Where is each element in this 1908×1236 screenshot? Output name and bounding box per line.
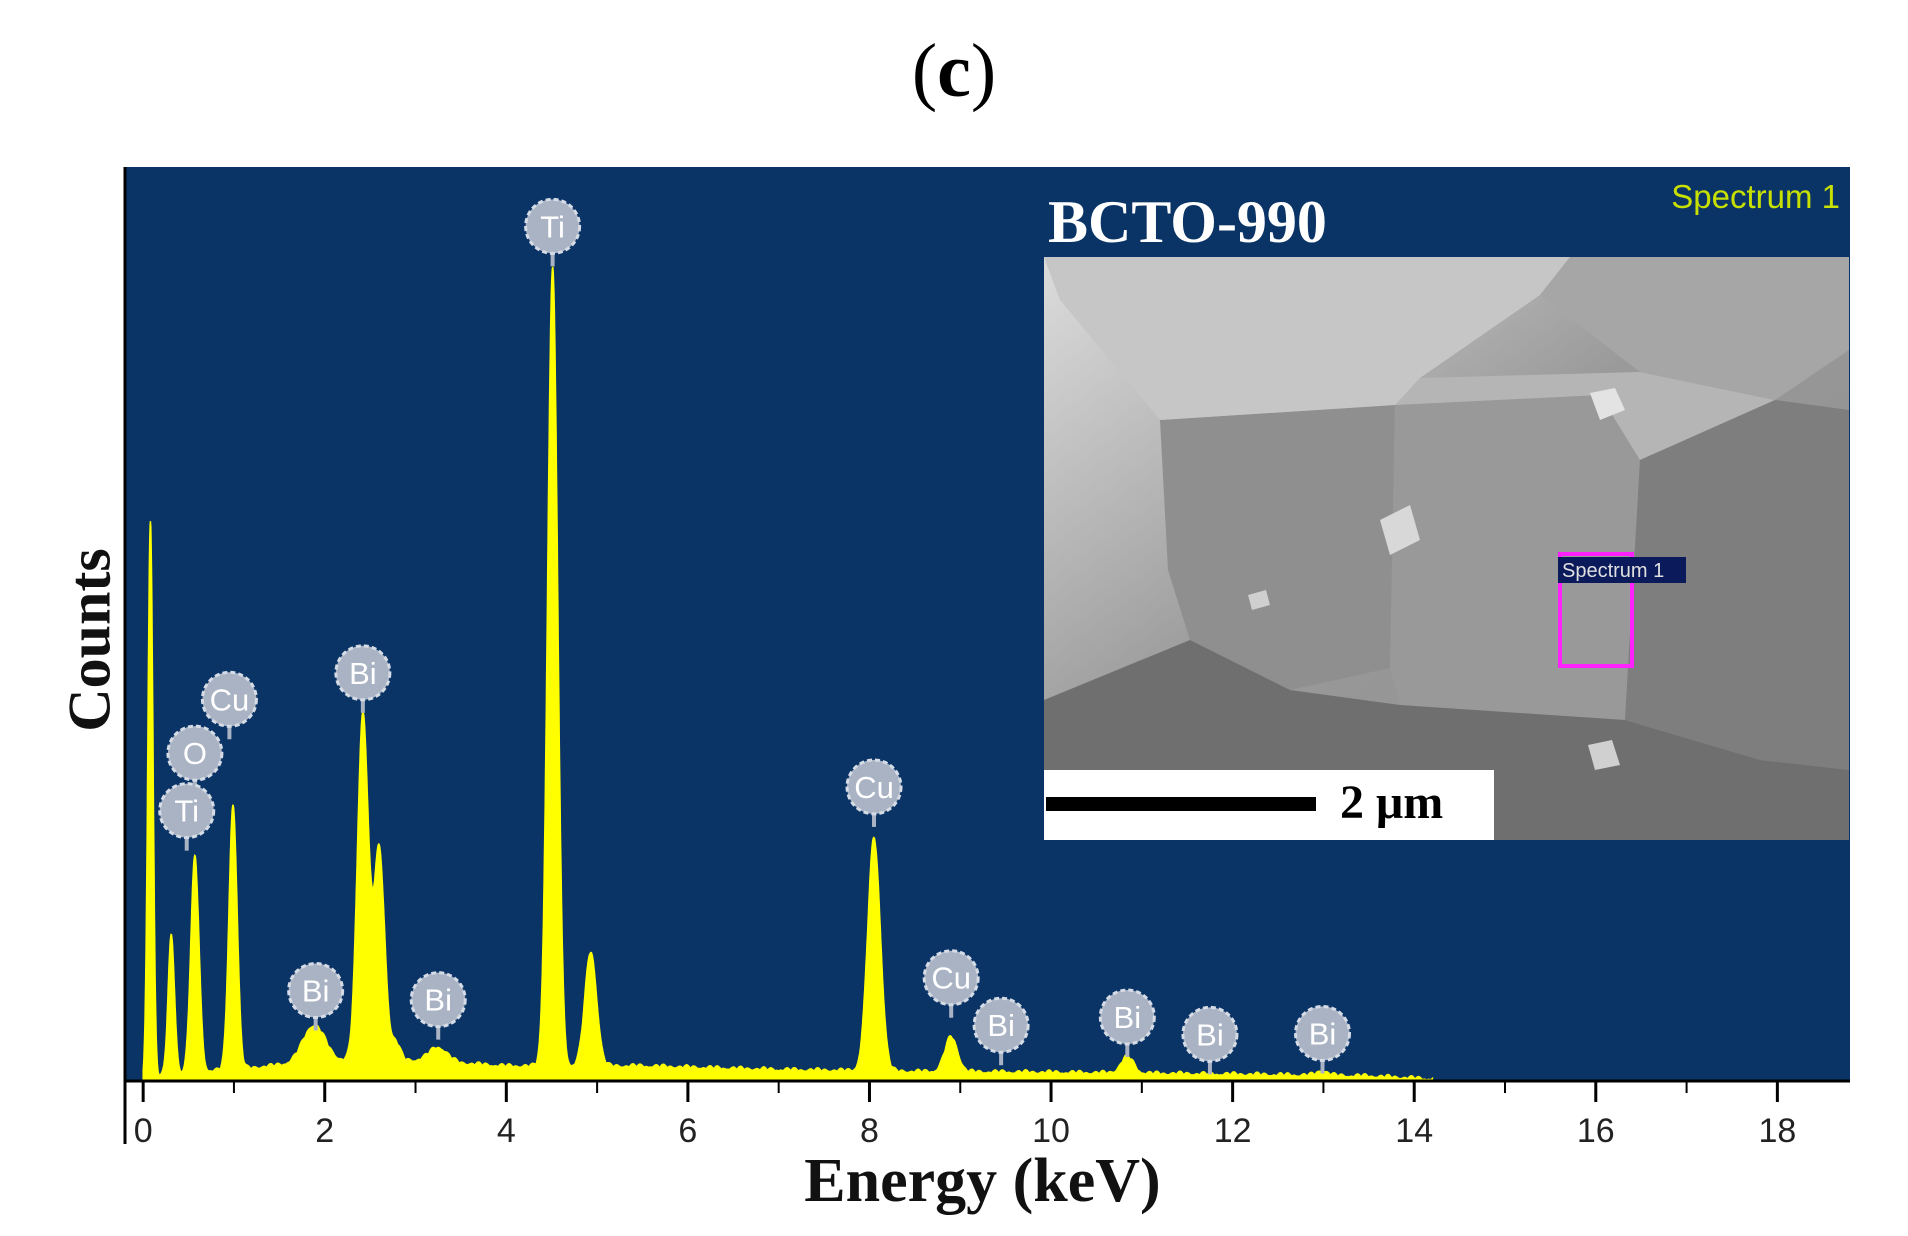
element-marker: Bi	[1181, 1005, 1239, 1075]
crystal-upper-block	[1044, 257, 1570, 420]
crystal-face-front	[1390, 395, 1640, 720]
element-marker: Bi	[972, 996, 1030, 1066]
element-marker-label: Bi	[302, 974, 330, 1009]
element-marker: Cu	[845, 758, 903, 827]
element-marker-label: Cu	[854, 770, 894, 805]
crystal-top-face	[1395, 372, 1775, 460]
element-marker-label: Bi	[987, 1008, 1015, 1043]
y-axis-label: Counts	[56, 548, 123, 732]
x-tick-label: 4	[497, 1112, 516, 1150]
element-marker: Bi	[1294, 1004, 1352, 1074]
element-marker-label: Bi	[1309, 1016, 1337, 1051]
element-marker-badge	[200, 670, 258, 728]
element-marker-label: Ti	[540, 209, 565, 244]
x-axis-label: Energy (keV)	[804, 1147, 1161, 1215]
element-marker-badge	[158, 782, 216, 840]
spectrum-area	[142, 265, 1434, 1081]
debris-particle	[1380, 505, 1420, 555]
x-tick-label: 12	[1214, 1112, 1252, 1150]
x-tick-label: 16	[1577, 1112, 1615, 1150]
element-marker-label: Bi	[1114, 1000, 1142, 1035]
inset-title: BCTO-990	[1048, 189, 1327, 255]
spectrum-tag: Spectrum 1	[1671, 178, 1840, 215]
element-marker-badge	[922, 949, 980, 1007]
x-tick-label: 10	[1032, 1112, 1070, 1150]
x-tick-label: 6	[678, 1112, 697, 1150]
x-tick-label: 8	[860, 1112, 879, 1150]
element-marker: Cu	[200, 670, 258, 740]
element-marker: Bi	[287, 962, 345, 1031]
element-marker-label: Bi	[1196, 1017, 1224, 1052]
element-marker: Bi	[334, 644, 392, 713]
element-marker-label: Cu	[931, 961, 971, 996]
element-marker-badge	[287, 962, 345, 1020]
x-tick-label: 0	[134, 1112, 153, 1150]
debris-particle	[1248, 590, 1270, 610]
element-marker: O	[166, 724, 224, 794]
element-marker-badge	[409, 971, 467, 1029]
x-tick-label: 2	[315, 1112, 334, 1150]
debris-particle	[1588, 740, 1620, 770]
element-marker-badge	[845, 758, 903, 816]
sem-inset: BCTO-990 Spectrum 1 Spectrum 1 2 μm	[1044, 178, 1849, 840]
crystal-face-left	[1160, 405, 1395, 690]
roi-label: Spectrum 1	[1562, 560, 1664, 582]
debris-particle	[1590, 388, 1625, 420]
panel-label: (c)	[911, 29, 997, 113]
roi-box	[1558, 552, 1634, 668]
x-ticks: 0 2 4 6 8 10 12 14 16 18	[134, 1081, 1796, 1150]
element-marker-badge	[166, 724, 224, 782]
element-marker: Ti	[524, 197, 582, 267]
element-marker-label: Ti	[174, 794, 199, 829]
element-marker-label: Cu	[210, 682, 250, 717]
crystal-top-right	[1540, 257, 1849, 400]
element-marker-badge	[1098, 988, 1156, 1046]
x-tick-label: 14	[1395, 1112, 1433, 1150]
element-marker-label: Bi	[349, 656, 377, 691]
scale-bar-label: 2 μm	[1340, 776, 1443, 829]
element-marker: Bi	[409, 971, 467, 1040]
element-marker-badge	[1181, 1005, 1239, 1063]
crystal-face-right	[1625, 400, 1849, 770]
inset-title-background	[1044, 192, 1849, 257]
element-marker-badge	[524, 197, 582, 255]
element-marker-label: Bi	[424, 983, 452, 1018]
element-marker: Ti	[158, 782, 216, 851]
x-tick-label: 18	[1758, 1112, 1796, 1150]
element-marker: Bi	[1098, 988, 1156, 1058]
element-marker-badge	[1294, 1004, 1352, 1062]
element-marker-badge	[972, 996, 1030, 1054]
scale-bar	[1046, 797, 1316, 811]
roi-label-background	[1558, 557, 1686, 583]
element-marker-label: O	[183, 736, 207, 771]
element-marker-badge	[334, 644, 392, 702]
element-marker: Cu	[922, 949, 980, 1018]
panel-letter: c	[937, 29, 971, 113]
